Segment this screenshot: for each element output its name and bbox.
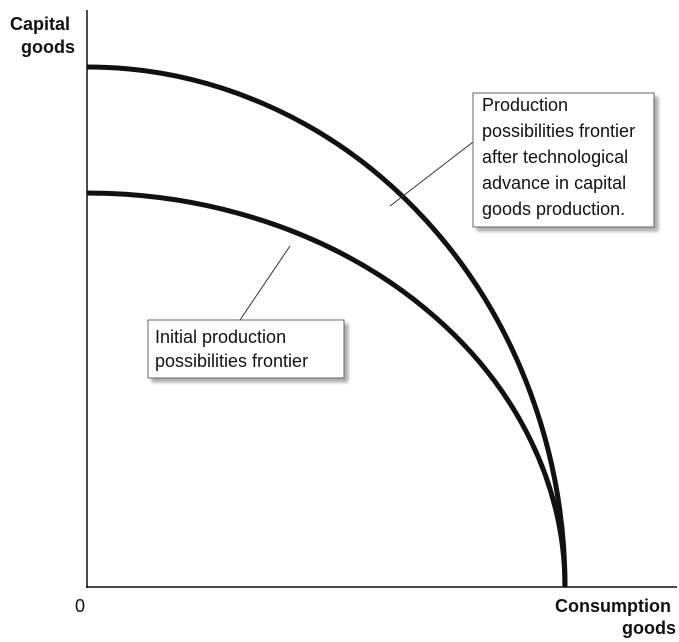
leader-line [239, 245, 291, 321]
callout-box [147, 319, 345, 379]
y-axis-label: Capital goods [10, 14, 75, 57]
new-frontier [86, 64, 568, 588]
callout-text: Initial production possibilities frontie… [155, 327, 308, 371]
callout-text: Production possibilities frontier after … [482, 95, 640, 219]
x-axis-label: Consumption goods [555, 596, 676, 638]
callout-box [472, 92, 655, 228]
leader-line [389, 141, 474, 207]
initial-frontier [86, 190, 568, 588]
origin-label: 0 [75, 596, 85, 616]
